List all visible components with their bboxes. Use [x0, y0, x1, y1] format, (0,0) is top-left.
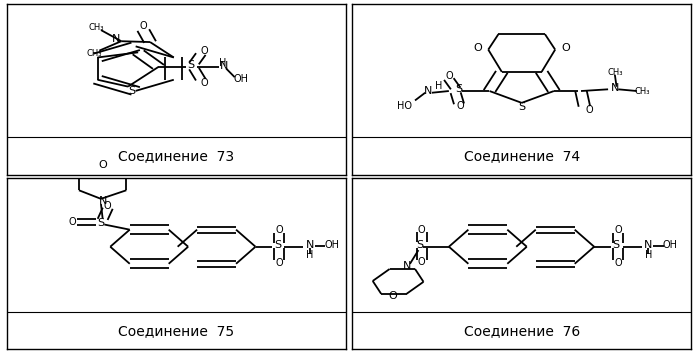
- Text: Соединение  76: Соединение 76: [463, 324, 580, 337]
- Text: O: O: [614, 226, 622, 235]
- Text: N: N: [112, 35, 121, 44]
- Text: CH₃: CH₃: [88, 23, 103, 32]
- Text: O: O: [98, 160, 107, 170]
- Text: Соединение  73: Соединение 73: [118, 149, 235, 163]
- Text: O: O: [104, 201, 112, 211]
- Text: OH: OH: [234, 74, 249, 84]
- Text: N: N: [402, 262, 410, 271]
- Text: N: N: [644, 240, 653, 250]
- Text: O: O: [418, 225, 426, 235]
- Text: S: S: [456, 84, 463, 94]
- Text: O: O: [389, 291, 397, 301]
- Text: O: O: [418, 257, 426, 267]
- Text: OH: OH: [324, 240, 339, 250]
- Text: O: O: [474, 43, 482, 53]
- Text: CH₃: CH₃: [634, 86, 650, 96]
- Text: O: O: [561, 43, 570, 53]
- Text: O: O: [200, 78, 208, 88]
- Text: S: S: [518, 102, 526, 112]
- Text: S: S: [187, 60, 194, 70]
- Text: O: O: [276, 226, 283, 235]
- Text: S: S: [128, 86, 135, 96]
- Text: N: N: [611, 83, 619, 92]
- Text: O: O: [445, 71, 453, 80]
- Text: O: O: [586, 105, 593, 115]
- Text: HO: HO: [397, 101, 413, 110]
- Text: H: H: [645, 250, 652, 260]
- Text: N: N: [424, 86, 433, 96]
- Text: CH₃: CH₃: [87, 49, 102, 58]
- Text: Соединение  75: Соединение 75: [118, 324, 235, 337]
- Text: H: H: [219, 58, 227, 68]
- Text: S: S: [274, 240, 281, 250]
- Text: O: O: [457, 101, 465, 112]
- Text: O: O: [614, 258, 622, 268]
- Text: O: O: [276, 258, 283, 268]
- Text: Соединение  74: Соединение 74: [463, 149, 580, 163]
- Text: H: H: [435, 81, 443, 91]
- Text: O: O: [68, 217, 76, 227]
- Text: O: O: [140, 21, 147, 31]
- Text: CH₃: CH₃: [607, 68, 623, 77]
- Text: OH: OH: [663, 240, 678, 250]
- Text: S: S: [613, 240, 620, 250]
- Text: O: O: [200, 46, 208, 56]
- Text: N: N: [221, 61, 229, 71]
- Text: S: S: [417, 240, 424, 250]
- Text: N: N: [98, 196, 107, 207]
- Text: H: H: [306, 250, 313, 260]
- Text: S: S: [98, 218, 105, 228]
- Text: N: N: [306, 240, 314, 250]
